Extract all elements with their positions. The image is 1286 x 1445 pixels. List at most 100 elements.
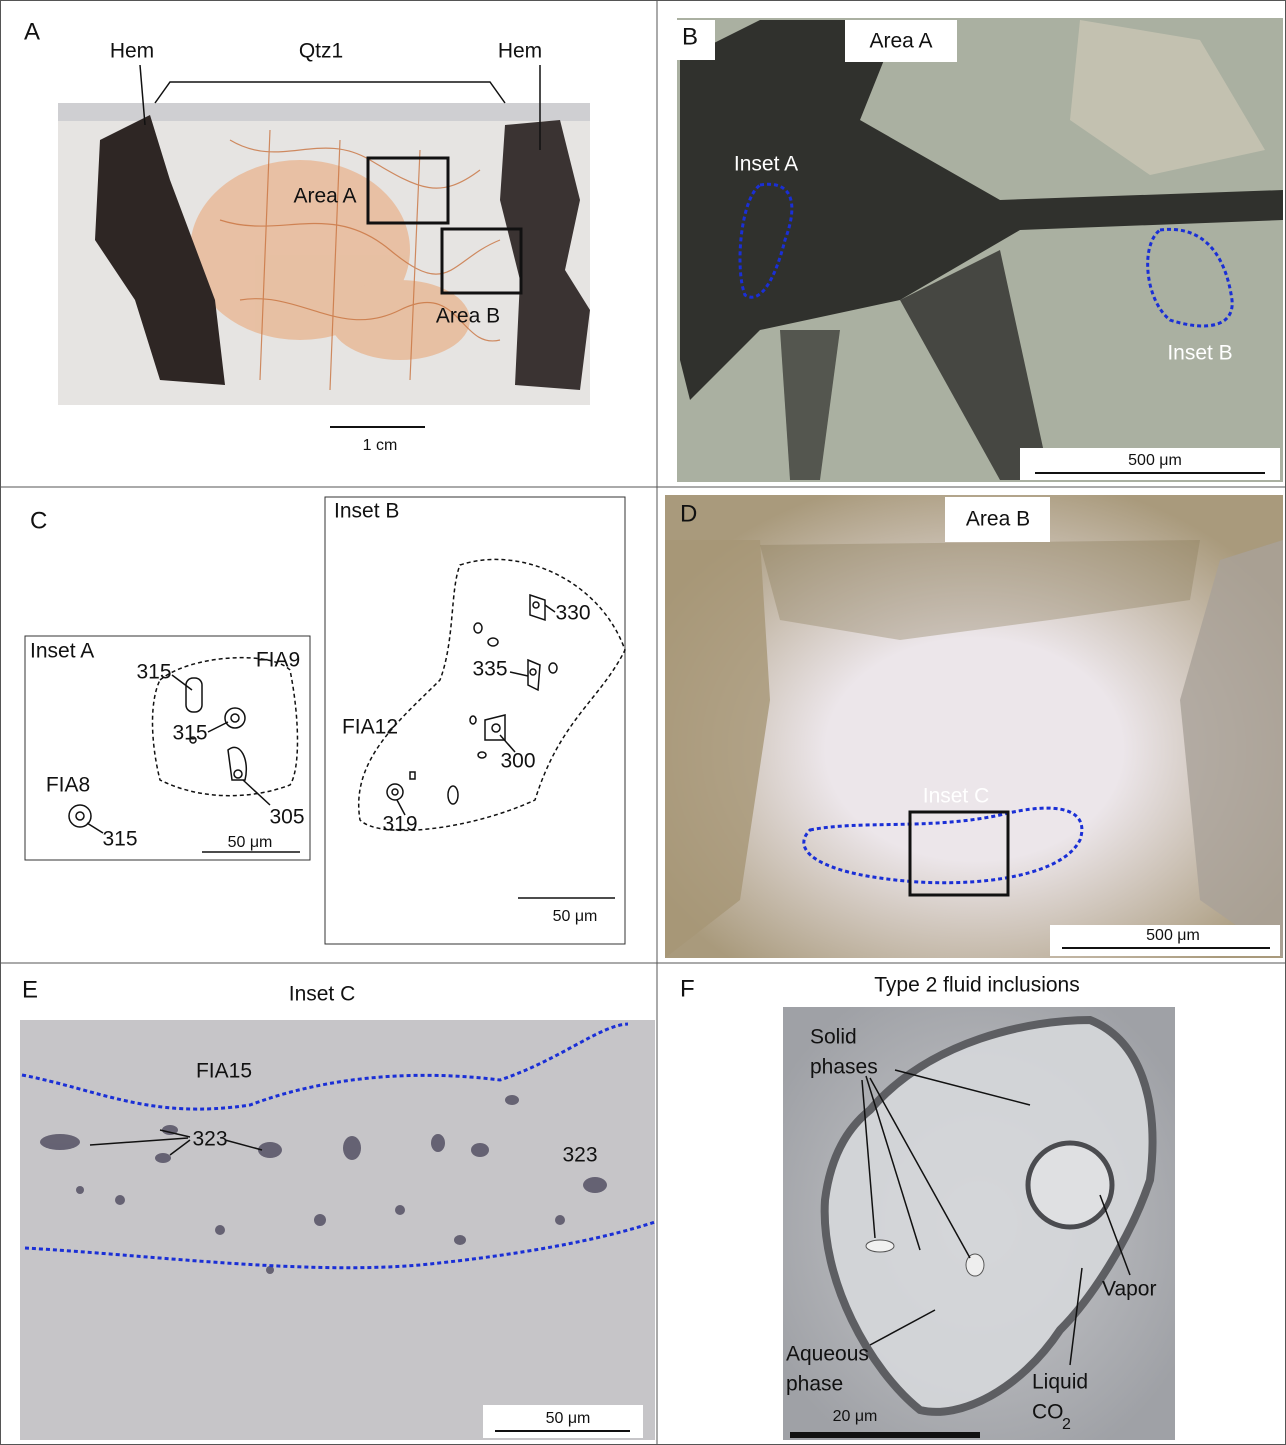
figure: A Hem Qtz1 Hem Area A Area B 1 cm B Area…: [0, 0, 1286, 1445]
shape: [474, 623, 482, 633]
label: Solid: [810, 1026, 857, 1049]
label: CO: [1032, 1401, 1064, 1424]
shape: [115, 1195, 125, 1205]
shape: [492, 724, 500, 732]
shape: [530, 669, 536, 675]
scale-label: 1 cm: [363, 437, 398, 454]
shape: [478, 752, 486, 758]
label: FIA15: [196, 1060, 252, 1083]
line: [208, 722, 228, 732]
label: Inset C: [923, 785, 990, 808]
shape: [359, 559, 625, 830]
shape: [186, 678, 202, 712]
shape: [155, 1153, 171, 1163]
shape: [454, 1235, 466, 1245]
line: [172, 675, 192, 690]
shape: [231, 714, 239, 722]
label: Inset A: [734, 153, 798, 176]
label: Inset A: [30, 640, 94, 663]
label: 323: [192, 1128, 227, 1151]
shape: [392, 789, 398, 795]
line: [87, 823, 103, 833]
panel-letter: C: [30, 507, 47, 534]
shape: [395, 1205, 405, 1215]
scale-label: 50 μm: [553, 908, 598, 925]
label: phase: [786, 1373, 843, 1396]
label-subscript: 2: [1062, 1416, 1071, 1433]
shape: [1028, 1143, 1112, 1227]
label: FIA8: [46, 774, 90, 797]
shape: [215, 1225, 225, 1235]
shape: [76, 812, 84, 820]
label: Aqueous: [786, 1343, 869, 1366]
shape: [448, 786, 458, 804]
shape: [228, 747, 246, 780]
label: 335: [472, 658, 507, 681]
shape: [549, 663, 557, 673]
label: 315: [172, 722, 207, 745]
shape: [76, 1186, 84, 1194]
panel-c: C Inset A FIA9 315 315 305 FIA8 315 50 μ…: [25, 497, 625, 944]
shape: [69, 675, 270, 833]
scale-label: 50 μm: [228, 834, 273, 851]
scale-label: 50 μm: [546, 1410, 591, 1427]
panel-letter: F: [680, 975, 695, 1002]
scale-label: 500 μm: [1128, 452, 1182, 469]
label: Vapor: [1102, 1278, 1156, 1301]
shape: [866, 1240, 894, 1252]
label: FIA9: [256, 649, 300, 672]
label: 305: [269, 806, 304, 829]
panel-letter: D: [680, 500, 697, 527]
shape: [343, 1136, 361, 1160]
panel-letter: B: [682, 23, 698, 50]
label: 300: [500, 750, 535, 773]
shape: [155, 82, 505, 103]
label: 315: [102, 828, 137, 851]
label: Liquid: [1032, 1371, 1088, 1394]
label: 319: [382, 813, 417, 836]
line: [243, 780, 270, 805]
line: [545, 605, 555, 612]
shape: [966, 1254, 984, 1276]
shape: [431, 1134, 445, 1152]
label: phases: [810, 1056, 878, 1079]
label: Area B: [436, 305, 500, 328]
label: Area B: [966, 508, 1030, 531]
shape: [488, 638, 498, 646]
label: Inset B: [334, 500, 399, 523]
label: Inset B: [1167, 342, 1232, 365]
shape: [533, 602, 539, 608]
shape: [387, 784, 403, 800]
panel-d: D Area B Inset C 500 μm: [665, 495, 1283, 958]
panel-a: A Hem Qtz1 Hem Area A Area B 1 cm: [24, 18, 590, 454]
shape: [583, 1177, 607, 1193]
label: Inset C: [289, 983, 356, 1006]
shape: [40, 1134, 80, 1150]
shape: [387, 595, 557, 815]
scale-label: 20 μm: [833, 1408, 878, 1425]
label: FIA12: [342, 716, 398, 739]
panel-f: F Type 2 fluid inclusions Solid phases V…: [680, 974, 1175, 1440]
label: 323: [562, 1144, 597, 1167]
scale-label: 500 μm: [1146, 927, 1200, 944]
shape: [225, 708, 245, 728]
label: Area A: [293, 185, 356, 208]
label: 330: [555, 602, 590, 625]
shape: [471, 1143, 489, 1157]
shape: [470, 716, 476, 724]
shape: [505, 1095, 519, 1105]
label: 315: [136, 661, 171, 684]
panel-letter: E: [22, 976, 38, 1003]
shape: [58, 103, 590, 121]
label: Hem: [110, 40, 154, 63]
shape: [234, 770, 242, 778]
shape: [314, 1214, 326, 1226]
label: Hem: [498, 40, 542, 63]
panel-b: B Area A Inset A Inset B 500 μm: [670, 18, 1283, 482]
panel-letter: A: [24, 18, 40, 45]
panel-title: Type 2 fluid inclusions: [874, 974, 1079, 997]
panel-e: E Inset C FIA15 323 323 50 μm: [20, 976, 655, 1440]
shape: [555, 1215, 565, 1225]
shape: [410, 772, 415, 779]
label: Qtz1: [299, 40, 343, 63]
